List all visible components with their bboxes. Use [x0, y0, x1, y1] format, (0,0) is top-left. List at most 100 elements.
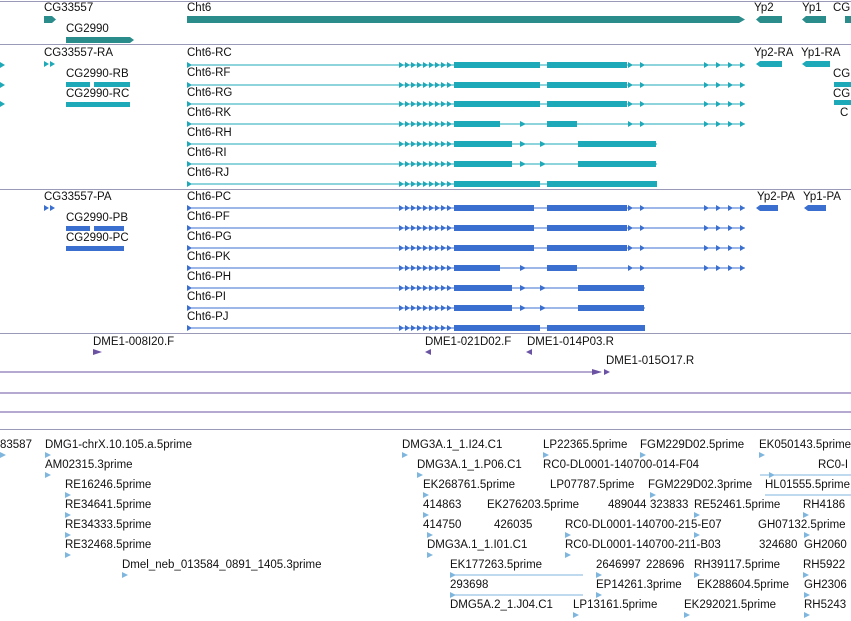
est-marker[interactable] — [417, 472, 423, 478]
est-label[interactable]: DMG5A.2_1.J04.C1 — [450, 599, 553, 611]
est-marker[interactable] — [65, 552, 71, 558]
est-marker[interactable] — [565, 552, 571, 558]
cht6-rna-row-3[interactable] — [187, 121, 745, 127]
est-label[interactable]: RC0-I — [818, 459, 849, 471]
est-marker[interactable] — [694, 572, 700, 578]
rna-label-Cht6-RJ[interactable]: Cht6-RJ — [187, 167, 230, 179]
rna-label-Cht6-RG[interactable]: Cht6-RG — [187, 87, 233, 99]
est-marker[interactable] — [543, 452, 549, 458]
cht6-protein-transcripts[interactable] — [187, 205, 745, 331]
cht6-protein-row-2[interactable] — [187, 245, 745, 251]
rna-label-Cht6-RK[interactable]: Cht6-RK — [187, 107, 232, 119]
est-label[interactable]: RC0-DL0001-140700-014-F04 — [543, 459, 699, 471]
est-label[interactable]: RH5922 — [803, 559, 846, 571]
protein-label-Cht6-PJ[interactable]: Cht6-PJ — [187, 311, 229, 323]
protein-label-Cht6-PC[interactable]: Cht6-PC — [187, 191, 232, 203]
est-marker[interactable] — [402, 452, 408, 458]
cht6-rna-row-0[interactable] — [187, 62, 745, 68]
est-label[interactable]: RE52461.5prime — [694, 499, 781, 511]
est-marker[interactable] — [650, 492, 656, 498]
est-label[interactable]: FGM229D02.5prime — [640, 439, 745, 451]
clone-DME1-014P03.R-marker[interactable] — [526, 349, 532, 355]
clone-DME1-021D02.F-marker[interactable] — [425, 349, 431, 355]
est-marker[interactable] — [573, 612, 579, 618]
gene-label-CG33557[interactable]: CG33557 — [44, 2, 94, 14]
clone-DME1-015O17.R-marker[interactable] — [0, 369, 610, 375]
est-marker[interactable] — [122, 572, 128, 578]
est-marker[interactable] — [684, 612, 690, 618]
protein-label-Yp1-PA[interactable]: Yp1-PA — [803, 191, 841, 203]
cht6-protein-row-5[interactable] — [187, 305, 645, 311]
est-label[interactable]: RC0-DL0001-140700-215-E07 — [565, 519, 722, 531]
est-label[interactable]: 293698 — [450, 579, 489, 591]
est-label[interactable]: EK292021.5prime — [684, 599, 777, 611]
est-label[interactable]: DMG3A.1_1.P06.C1 — [417, 459, 522, 471]
est-label[interactable]: EP14261.3prime — [596, 579, 682, 591]
rna-label-partial[interactable]: CG — [833, 68, 851, 80]
est-label[interactable]: RH5243 — [804, 599, 847, 611]
protein-label-Cht6-PF[interactable]: Cht6-PF — [187, 211, 230, 223]
est-label[interactable]: 323833 — [650, 499, 689, 511]
cht6-protein-row-1[interactable] — [187, 225, 745, 231]
gene-Yp1[interactable] — [802, 16, 826, 23]
est-marker[interactable] — [65, 532, 71, 538]
est-label[interactable]: LP07787.5prime — [550, 479, 635, 491]
protein-label-CG33557-PA[interactable]: CG33557-PA — [44, 191, 112, 203]
est-marker[interactable] — [423, 492, 429, 498]
est-label[interactable]: 414863 — [423, 499, 462, 511]
gene-label-partial[interactable]: CG — [833, 2, 851, 14]
clone-label-DME1-015O17.R[interactable]: DME1-015O17.R — [606, 355, 695, 367]
cht6-rna-row-2[interactable] — [187, 101, 745, 107]
rna-label-Cht6-RI[interactable]: Cht6-RI — [187, 147, 227, 159]
gene-label-Yp1[interactable]: Yp1 — [802, 2, 822, 14]
transcript-Yp1-RA[interactable] — [802, 61, 830, 67]
est-marker[interactable] — [596, 572, 602, 578]
est-marker[interactable] — [804, 612, 810, 618]
est-label[interactable]: DMG3A.1_1.I24.C1 — [402, 439, 503, 451]
est-markers[interactable] — [0, 452, 851, 618]
gene-Cht6[interactable] — [187, 16, 745, 23]
cht6-rna-row-1[interactable] — [187, 82, 745, 88]
est-label[interactable]: 228696 — [646, 559, 685, 571]
cht6-protein-row-3[interactable] — [187, 265, 745, 271]
gene-label-Yp2[interactable]: Yp2 — [754, 2, 774, 14]
rna-label-CG33557-RA[interactable]: CG33557-RA — [44, 47, 114, 59]
est-marker[interactable] — [427, 532, 433, 538]
est-marker[interactable] — [427, 552, 433, 558]
gene-CG33557[interactable] — [44, 16, 56, 23]
est-label[interactable]: HL01555.5prime — [765, 479, 851, 491]
est-label[interactable]: DMG1-chrX.10.105.a.5prime — [45, 439, 193, 451]
est-label[interactable]: GH2306 — [804, 579, 847, 591]
rna-label-partial[interactable]: CG — [833, 88, 851, 100]
est-label[interactable]: GH07132.5prime — [758, 519, 846, 531]
est-label[interactable]: LP22365.5prime — [543, 439, 628, 451]
est-label[interactable]: EK268761.5prime — [423, 479, 516, 491]
rna-label-Cht6-RH[interactable]: Cht6-RH — [187, 127, 232, 139]
est-marker[interactable] — [423, 512, 429, 518]
protein-label-Cht6-PK[interactable]: Cht6-PK — [187, 251, 231, 263]
est-marker[interactable] — [694, 512, 700, 518]
transcript-CG33557-RA[interactable] — [44, 61, 55, 67]
est-label[interactable]: RE32468.5prime — [65, 539, 152, 551]
est-label[interactable]: RE34641.5prime — [65, 499, 152, 511]
rna-label-Yp1-RA[interactable]: Yp1-RA — [801, 47, 841, 59]
gene-CG2990[interactable] — [66, 37, 134, 43]
protein-CG2990-PC[interactable] — [66, 246, 124, 251]
protein-label-CG2990-PB[interactable]: CG2990-PB — [66, 212, 129, 224]
transcript-Yp2-RA[interactable] — [756, 61, 782, 67]
est-marker[interactable] — [694, 532, 700, 538]
rna-label-CG2990-RB[interactable]: CG2990-RB — [66, 68, 129, 80]
est-marker[interactable] — [45, 452, 51, 458]
est-label[interactable]: Dmel_neb_013584_0891_1405.3prime — [122, 559, 322, 571]
protein-Yp1-PA[interactable] — [804, 205, 826, 211]
est-label[interactable]: DMG3A.1_1.I01.C1 — [427, 539, 528, 551]
cht6-protein-row-6[interactable] — [187, 325, 645, 331]
est-label[interactable]: FGM229D02.3prime — [648, 479, 753, 491]
est-marker[interactable] — [803, 572, 809, 578]
cht6-rna-row-6[interactable] — [187, 181, 657, 187]
protein-label-CG2990-PC[interactable]: CG2990-PC — [66, 232, 129, 244]
est-label[interactable]: 414750 — [423, 519, 462, 531]
est-label[interactable]: RE16246.5prime — [65, 479, 152, 491]
est-label[interactable]: LP13161.5prime — [573, 599, 658, 611]
est-marker[interactable] — [65, 512, 71, 518]
